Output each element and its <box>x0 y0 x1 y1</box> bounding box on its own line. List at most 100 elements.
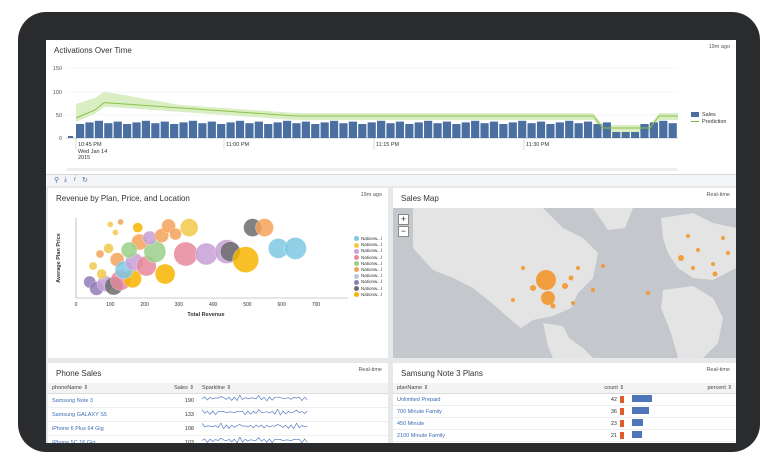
revenue-legend-item[interactable]: Nationw...l <box>354 286 382 292</box>
col-sales[interactable]: Sales ⇕ <box>148 383 198 394</box>
revenue-bubble[interactable] <box>96 268 107 280</box>
revenue-bubble[interactable] <box>107 221 114 228</box>
revenue-bubble[interactable] <box>195 242 218 266</box>
sales-marker[interactable] <box>536 270 556 290</box>
revenue-legend: Nationw...l Nationw...l Nationw...l Nationw… <box>354 236 382 298</box>
sales-marker[interactable] <box>721 236 725 240</box>
sales-bar <box>207 121 216 138</box>
zoom-out-button[interactable]: − <box>398 226 409 237</box>
revenue-bubble[interactable] <box>120 241 138 259</box>
sales-marker[interactable] <box>711 262 715 266</box>
sales-bar <box>141 120 151 138</box>
revenue-bubble[interactable] <box>255 218 274 237</box>
greenland-land <box>593 208 633 230</box>
revenue-bubble[interactable] <box>132 222 143 233</box>
col-sparkline[interactable]: Sparkline ⇕ <box>198 383 388 394</box>
revenue-bubble[interactable] <box>95 249 105 259</box>
revenue-bubble[interactable] <box>179 218 199 237</box>
phone-sales-value: 108 <box>148 421 198 436</box>
sales-marker[interactable] <box>571 301 575 305</box>
sales-marker[interactable] <box>646 291 650 295</box>
plan-row[interactable]: 2100 Minute Family 21 <box>393 429 736 442</box>
plan-row[interactable]: 1000 Minute12 <box>393 441 736 443</box>
revenue-legend-label: Nationw...l <box>361 291 382 297</box>
world-map[interactable]: + − <box>393 208 736 358</box>
sales-marker[interactable] <box>686 234 690 238</box>
plan-row[interactable]: Unlimited Prepaid 42 <box>393 393 736 406</box>
sales-marker[interactable] <box>530 285 536 291</box>
sales-marker[interactable] <box>696 248 700 252</box>
revenue-legend-item[interactable]: Nationw...l <box>354 267 382 273</box>
plan-name[interactable]: 1000 Minute <box>393 441 543 443</box>
sales-marker[interactable] <box>511 298 515 302</box>
revenue-legend-item[interactable]: Nationw...l <box>354 255 382 261</box>
phone-name[interactable]: iPhone 6 Plus 64 Gig <box>48 421 148 436</box>
sales-marker[interactable] <box>576 266 580 270</box>
revenue-legend-item[interactable]: Nationw...l <box>354 292 382 298</box>
sales-marker[interactable] <box>726 251 730 255</box>
sales-marker[interactable] <box>601 264 605 268</box>
sales-bar <box>518 120 527 138</box>
sales-marker[interactable] <box>678 255 684 261</box>
revenue-legend-item[interactable]: Nationw...l <box>354 248 382 254</box>
activations-scrollbar[interactable] <box>66 168 678 171</box>
phone-name[interactable]: iPhone 5C 16 Gig <box>48 435 148 443</box>
sparkline-cell <box>198 421 388 436</box>
refresh-icon[interactable]: ↻ <box>82 177 88 184</box>
revenue-bubble[interactable] <box>112 229 119 236</box>
sales-marker[interactable] <box>691 266 695 270</box>
revenue-legend-item[interactable]: Nationw...l <box>354 236 382 242</box>
percent-bar <box>632 419 643 426</box>
revenue-bubble[interactable] <box>284 237 307 260</box>
sales-marker[interactable] <box>712 271 718 277</box>
revenue-legend-item[interactable]: Nationw...l <box>354 242 382 248</box>
plan-name[interactable]: 700 Minute Family <box>393 405 543 418</box>
africa-land <box>661 286 723 358</box>
col-count[interactable]: count ⇕ <box>543 383 628 394</box>
activations-y-tick: 0 <box>59 136 62 142</box>
sales-marker[interactable] <box>591 288 595 292</box>
sales-bar <box>68 136 73 138</box>
phone-name[interactable]: Samsung Note 3 <box>48 393 148 408</box>
search-icon[interactable]: ⚲ <box>54 177 60 184</box>
sales-marker[interactable] <box>550 303 556 309</box>
sales-marker[interactable] <box>568 275 574 281</box>
plan-row[interactable]: 450 Minute 23 <box>393 417 736 430</box>
phone-row[interactable]: Samsung GALAXY S5 133 <box>48 407 388 422</box>
revenue-bubble[interactable] <box>142 230 157 246</box>
phone-name[interactable]: Samsung GALAXY S5 <box>48 407 148 422</box>
phone-row[interactable]: iPhone 5C 16 Gig 103 <box>48 435 388 443</box>
download-icon[interactable]: ⤓ <box>64 176 68 183</box>
revenue-legend-item[interactable]: Nationw...l <box>354 279 382 285</box>
legend-prediction[interactable]: Prediction <box>691 119 726 126</box>
revenue-bubble[interactable] <box>117 218 124 226</box>
revenue-bubble[interactable] <box>154 263 176 285</box>
revenue-bubble[interactable] <box>232 246 259 273</box>
sales-bar <box>630 132 640 138</box>
revenue-bubble[interactable] <box>173 241 198 267</box>
col-percent[interactable]: percent ⇕ <box>628 383 736 394</box>
plan-row[interactable]: 700 Minute Family 36 <box>393 405 736 418</box>
phone-row[interactable]: Samsung Note 3 190 <box>48 393 388 408</box>
plan-name[interactable]: 2100 Minute Family <box>393 429 543 442</box>
col-plan-name[interactable]: planName ⇕ <box>393 383 543 394</box>
plan-name[interactable]: 450 Minute <box>393 417 543 430</box>
info-icon[interactable]: i <box>74 176 76 183</box>
activations-x-tick: 11:00 PM <box>226 142 250 148</box>
zoom-in-button[interactable]: + <box>398 214 409 225</box>
revenue-bubble[interactable] <box>169 227 182 241</box>
phone-row[interactable]: iPhone 6 Plus 64 Gig 108 <box>48 421 388 436</box>
sparkline-cell <box>198 393 388 408</box>
revenue-bubble[interactable] <box>103 243 114 254</box>
count-bar <box>620 432 624 439</box>
col-phone-name[interactable]: phoneName ⇕ <box>48 383 148 394</box>
sales-marker[interactable] <box>562 283 568 289</box>
revenue-bubble[interactable] <box>88 261 98 271</box>
sales-marker[interactable] <box>541 291 555 305</box>
plan-name[interactable]: Unlimited Prepaid <box>393 393 543 406</box>
legend-dot-icon <box>354 273 359 279</box>
legend-sales[interactable]: Sales <box>691 112 726 119</box>
revenue-legend-item[interactable]: Nationw...l <box>354 261 382 267</box>
sales-marker[interactable] <box>521 266 525 270</box>
revenue-legend-item[interactable]: Nationw...l <box>354 273 382 279</box>
